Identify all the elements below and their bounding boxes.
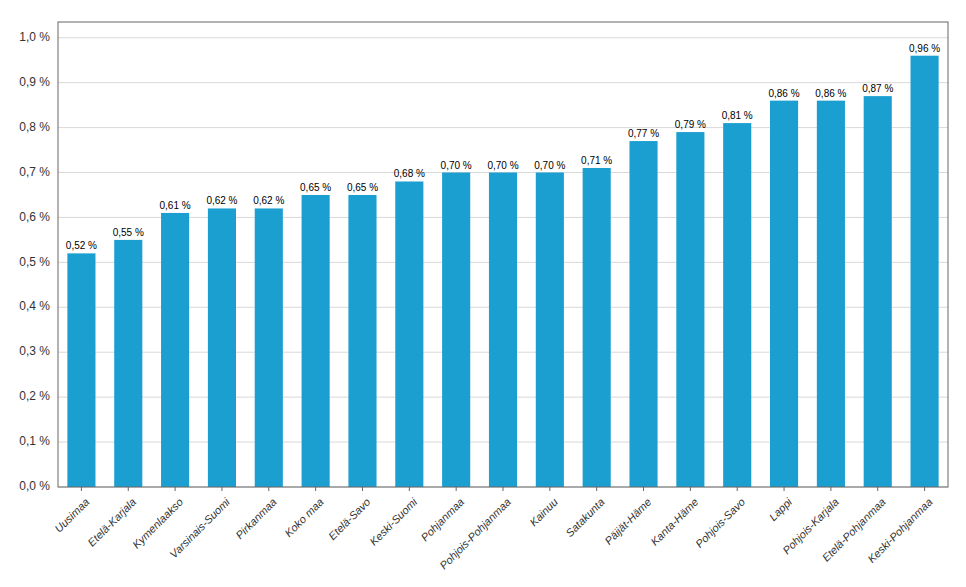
bar: [114, 240, 142, 487]
bar: [864, 96, 892, 487]
data-label: 0,79 %: [675, 119, 706, 130]
y-grid: [58, 38, 948, 487]
bar: [302, 195, 330, 487]
bar: [208, 208, 236, 487]
x-tick-label: Pohjanmaa: [418, 496, 466, 544]
x-tick-label: Uusimaa: [52, 496, 91, 535]
x-tick: [877, 487, 878, 491]
bar: [161, 213, 189, 487]
data-label: 0,70 %: [487, 160, 518, 171]
x-tick: [643, 487, 644, 491]
x-tick: [268, 487, 269, 491]
bar: [395, 181, 423, 487]
data-label: 0,55 %: [113, 227, 144, 238]
data-label: 0,87 %: [862, 83, 893, 94]
bar: [255, 208, 283, 487]
y-tick-label: 0,3 %: [19, 344, 50, 358]
y-tick-label: 0,8 %: [19, 120, 50, 134]
bar: [67, 253, 95, 487]
x-tick-label: Koko maa: [282, 496, 326, 540]
x-tick-label: Kanta-Häme: [648, 496, 700, 548]
y-tick-label: 1,0 %: [19, 30, 50, 44]
x-tick: [924, 487, 925, 491]
bar: [911, 56, 939, 487]
plot-frame: [58, 22, 948, 487]
x-tick-label: Etelä-Savo: [326, 496, 373, 543]
bar: [770, 101, 798, 487]
grid-line: [58, 37, 948, 38]
bars: [67, 56, 938, 487]
x-tick-label: Pirkanmaa: [233, 496, 279, 542]
chart: 0,0 % 0,1 % 0,2 % 0,3 % 0,4 % 0,5 % 0,6 % 0,7 %…: [0, 0, 966, 587]
data-label: 0,70 %: [534, 160, 565, 171]
y-axis: 0,0 % 0,1 % 0,2 % 0,3 % 0,4 % 0,5 % 0,6 % 0,7 %…: [19, 30, 50, 493]
x-tick-label: Varsinais-Suomi: [167, 495, 232, 560]
x-tick-label: Pohjois-Pohjanmaa: [437, 496, 513, 572]
x-tick: [362, 487, 363, 491]
data-label: 0,71 %: [581, 155, 612, 166]
x-tick: [315, 487, 316, 491]
data-label: 0,86 %: [815, 88, 846, 99]
bar: [676, 132, 704, 487]
bar: [629, 141, 657, 487]
y-tick-label: 0,7 %: [19, 165, 50, 179]
x-tick: [456, 487, 457, 491]
x-tick: [596, 487, 597, 491]
y-tick-label: 0,9 %: [19, 75, 50, 89]
data-label: 0,62 %: [206, 195, 237, 206]
x-tick-label: Pohjois-Savo: [693, 496, 747, 550]
y-tick-label: 0,2 %: [19, 389, 50, 403]
grid-line: [58, 127, 948, 128]
x-tick-label: Kainuu: [527, 496, 560, 529]
data-label: 0,77 %: [628, 128, 659, 139]
x-tick: [690, 487, 691, 491]
data-labels: 0,52 % 0,55 % 0,61 % 0,62 % 0,62 % 0,65 % 0,65…: [66, 43, 940, 252]
y-tick-label: 0,6 %: [19, 210, 50, 224]
data-label: 0,68 %: [394, 168, 425, 179]
data-label: 0,70 %: [441, 160, 472, 171]
grid-line: [58, 82, 948, 83]
x-tick: [549, 487, 550, 491]
bar: [489, 173, 517, 487]
x-tick-label: Satakunta: [563, 496, 607, 540]
x-axis: UusimaaEtelä-KarjalaKymenlaaksoVarsinais…: [52, 487, 934, 572]
x-tick-label: Keski-Pohjanmaa: [865, 496, 934, 565]
x-tick: [503, 487, 504, 491]
x-tick-label: Keski-Suomi: [367, 495, 420, 548]
x-tick: [784, 487, 785, 491]
x-tick-label: Lappi: [767, 495, 795, 523]
data-label: 0,62 %: [253, 195, 284, 206]
bar: [817, 101, 845, 487]
data-label: 0,86 %: [768, 88, 799, 99]
bar: [348, 195, 376, 487]
bar: [723, 123, 751, 487]
bar: [442, 173, 470, 487]
data-label: 0,65 %: [347, 182, 378, 193]
y-tick-label: 0,5 %: [19, 255, 50, 269]
data-label: 0,52 %: [66, 240, 97, 251]
bar: [583, 168, 611, 487]
x-tick: [737, 487, 738, 491]
x-tick: [221, 487, 222, 491]
y-tick-label: 0,4 %: [19, 299, 50, 313]
data-label: 0,96 %: [909, 43, 940, 54]
bar: [536, 173, 564, 487]
x-tick: [830, 487, 831, 491]
x-tick: [409, 487, 410, 491]
x-tick: [81, 487, 82, 491]
y-tick-label: 0,1 %: [19, 434, 50, 448]
data-label: 0,65 %: [300, 182, 331, 193]
x-tick-label: Päijät-Häme: [602, 496, 653, 547]
x-tick: [175, 487, 176, 491]
y-tick-label: 0,0 %: [19, 479, 50, 493]
data-label: 0,61 %: [160, 200, 191, 211]
x-tick: [128, 487, 129, 491]
data-label: 0,81 %: [722, 110, 753, 121]
